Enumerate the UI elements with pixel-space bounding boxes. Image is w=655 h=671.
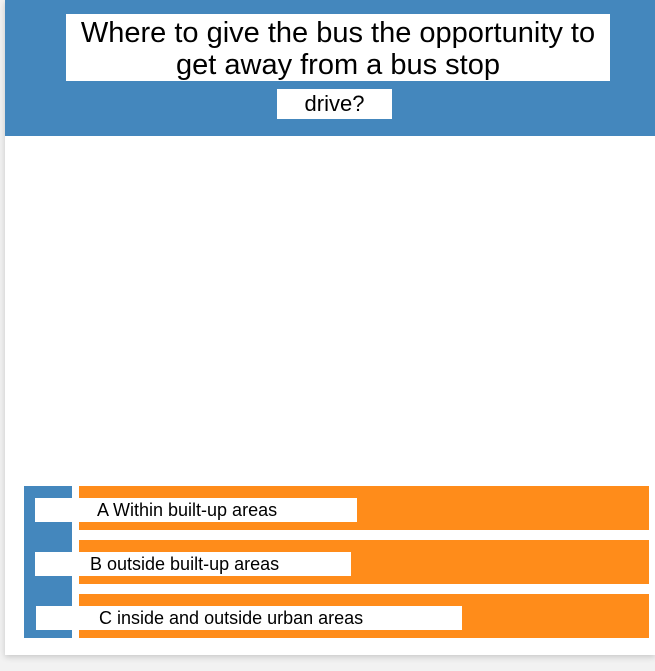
question-header: Where to give the bus the opportunity to… [5, 0, 655, 136]
answer-option-b[interactable]: B outside built-up areas [24, 540, 655, 584]
answer-option-c-label[interactable]: C inside and outside urban areas [36, 606, 462, 630]
answer-option-a-label[interactable]: A Within built-up areas [35, 498, 357, 522]
question-text: Where to give the bus the opportunity to… [66, 14, 610, 81]
answer-list: A Within built-up areas B outside built-… [24, 486, 655, 638]
question-card: Where to give the bus the opportunity to… [5, 0, 655, 655]
question-text-continued: drive? [277, 89, 392, 119]
answer-option-a[interactable]: A Within built-up areas [24, 486, 655, 530]
answer-option-b-label[interactable]: B outside built-up areas [35, 552, 351, 576]
answer-option-c[interactable]: C inside and outside urban areas [24, 594, 655, 638]
